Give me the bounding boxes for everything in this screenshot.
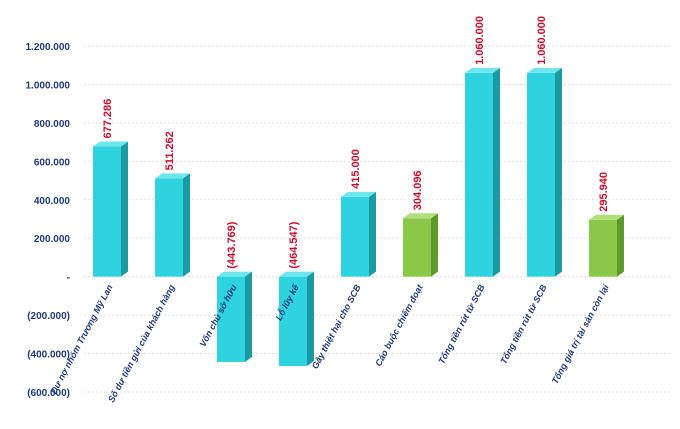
data-label: 511.262 [164, 131, 176, 170]
data-label: 295.940 [598, 172, 610, 212]
bar [403, 218, 431, 277]
data-label: 1.060.000 [536, 16, 548, 65]
data-label: 1.060.000 [474, 16, 486, 65]
bar-top [279, 271, 314, 277]
bar [93, 146, 121, 277]
bar-top [155, 173, 190, 179]
y-tick-label: 1.200.000 [26, 42, 71, 53]
bar [217, 276, 245, 362]
bar-side [307, 271, 314, 366]
bar [589, 219, 617, 277]
bar-top [527, 67, 562, 73]
category-label: Tổng giá trị tài sản còn lại [550, 282, 611, 385]
bar [465, 72, 493, 277]
y-tick-label: 400.000 [34, 196, 71, 207]
bar-top [589, 214, 624, 220]
bar-top [217, 271, 252, 277]
bar-top [403, 213, 438, 219]
bar [527, 72, 555, 277]
bar [341, 196, 369, 277]
bar-side [121, 141, 128, 277]
data-label: 415.000 [350, 149, 362, 189]
bar-top [465, 67, 500, 73]
data-label: 677.286 [102, 99, 114, 139]
bar-side [617, 214, 624, 277]
data-label: 304.096 [412, 170, 424, 210]
bar [279, 276, 307, 366]
y-tick-label: 1.000.000 [26, 80, 71, 91]
y-tick-label: (600.000) [27, 388, 70, 399]
bar-side [369, 191, 376, 277]
y-tick-label: 600.000 [34, 157, 71, 168]
bar [155, 178, 183, 277]
category-label: Số dư tiền gửi của khách hàng [106, 282, 177, 404]
y-tick-label: - [67, 273, 70, 284]
bar-side [245, 271, 252, 362]
bar-top [341, 191, 376, 197]
bar-side [493, 67, 500, 277]
bar-side [183, 173, 190, 277]
y-tick-label: (400.000) [27, 350, 70, 361]
y-tick-label: 200.000 [34, 234, 71, 245]
category-label: Cáo buộc chiếm đoạt [373, 282, 425, 368]
bar-top [93, 141, 128, 147]
y-tick-label: 800.000 [34, 119, 71, 130]
data-label: (464.547) [288, 221, 300, 268]
category-label: Dư nợ nhóm Trương Mỹ Lan [49, 282, 115, 395]
category-label: Gây thiệt hại cho SCB [310, 282, 363, 370]
data-label: (443.769) [226, 221, 238, 268]
bar-side [555, 67, 562, 277]
bar-side [431, 213, 438, 277]
y-tick-label: (200.000) [27, 311, 70, 322]
